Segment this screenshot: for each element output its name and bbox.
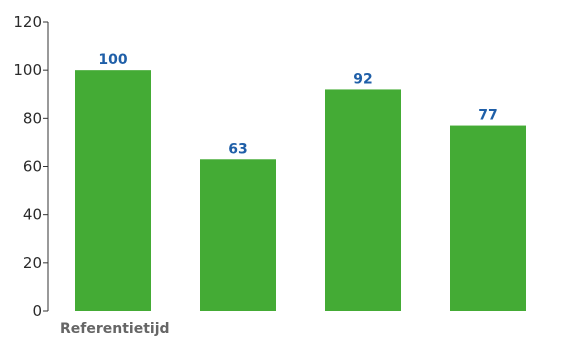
bar-data-label: 77 — [478, 108, 497, 124]
bar-data-label: 92 — [353, 71, 372, 87]
y-tick-label: 60 — [23, 158, 42, 176]
y-tick-label: 0 — [32, 302, 42, 320]
bar-data-label: 63 — [228, 141, 247, 157]
bar — [200, 159, 276, 311]
y-axis: 0 20 40 60 80 100 120 — [13, 13, 49, 320]
y-tick-label: 100 — [13, 61, 42, 79]
x-axis-label: Referentietijd — [60, 321, 170, 337]
bar-data-label: 100 — [98, 52, 127, 68]
bar — [450, 125, 526, 311]
bar — [75, 70, 151, 312]
bar-series — [75, 70, 526, 312]
data-labels: 100 63 92 77 — [98, 52, 497, 157]
y-tick-label: 40 — [23, 206, 42, 224]
y-tick-label: 20 — [23, 254, 42, 272]
y-tick-label: 120 — [13, 13, 42, 31]
y-tick-label: 80 — [23, 109, 42, 127]
bar — [325, 89, 401, 311]
